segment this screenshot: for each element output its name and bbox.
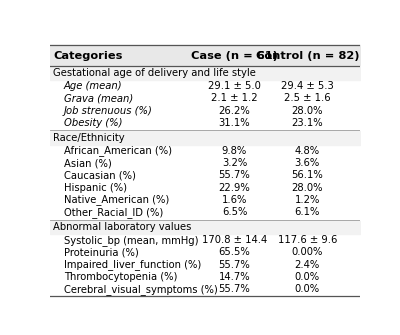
Text: 55.7%: 55.7% — [218, 260, 250, 270]
Text: 2.5 ± 1.6: 2.5 ± 1.6 — [284, 93, 331, 103]
Text: Case (n = 61): Case (n = 61) — [191, 51, 278, 61]
Text: Categories: Categories — [53, 51, 122, 61]
Text: 170.8 ± 14.4: 170.8 ± 14.4 — [202, 235, 267, 245]
Text: Native_American (%): Native_American (%) — [64, 195, 169, 205]
Text: Caucasian (%): Caucasian (%) — [64, 170, 136, 180]
Text: Control (n = 82): Control (n = 82) — [256, 51, 359, 61]
Text: Grava (mean): Grava (mean) — [64, 93, 133, 103]
Text: Impaired_liver_function (%): Impaired_liver_function (%) — [64, 259, 201, 270]
Text: 1.2%: 1.2% — [295, 195, 320, 205]
Text: Thrombocytopenia (%): Thrombocytopenia (%) — [64, 272, 177, 282]
Text: Race/Ethnicity: Race/Ethnicity — [53, 133, 125, 143]
Text: 14.7%: 14.7% — [219, 272, 250, 282]
Text: Job strenuous (%): Job strenuous (%) — [64, 106, 153, 116]
Text: 28.0%: 28.0% — [292, 106, 323, 116]
Text: 3.6%: 3.6% — [295, 158, 320, 168]
Text: Age (mean): Age (mean) — [64, 81, 122, 91]
Text: Gestational age of delivery and life style: Gestational age of delivery and life sty… — [53, 68, 256, 78]
Text: 29.4 ± 5.3: 29.4 ± 5.3 — [281, 81, 334, 91]
Text: 1.6%: 1.6% — [222, 195, 247, 205]
Text: 26.2%: 26.2% — [218, 106, 250, 116]
Text: 65.5%: 65.5% — [218, 248, 250, 257]
Text: 9.8%: 9.8% — [222, 146, 247, 156]
Text: 0.0%: 0.0% — [295, 284, 320, 294]
Text: Cerebral_visual_symptoms (%): Cerebral_visual_symptoms (%) — [64, 284, 218, 295]
Text: 29.1 ± 5.0: 29.1 ± 5.0 — [208, 81, 261, 91]
Text: 6.5%: 6.5% — [222, 207, 247, 217]
Text: Obesity (%): Obesity (%) — [64, 118, 122, 128]
Text: Abnormal laboratory values: Abnormal laboratory values — [53, 222, 192, 232]
Text: 4.8%: 4.8% — [295, 146, 320, 156]
Text: 22.9%: 22.9% — [218, 183, 250, 193]
Text: 2.4%: 2.4% — [295, 260, 320, 270]
Text: 0.0%: 0.0% — [295, 272, 320, 282]
Text: 55.7%: 55.7% — [218, 170, 250, 180]
Text: 56.1%: 56.1% — [292, 170, 323, 180]
Text: 117.6 ± 9.6: 117.6 ± 9.6 — [278, 235, 337, 245]
Text: Asian (%): Asian (%) — [64, 158, 112, 168]
Text: 31.1%: 31.1% — [219, 118, 250, 128]
Text: 55.7%: 55.7% — [218, 284, 250, 294]
Text: Other_Racial_ID (%): Other_Racial_ID (%) — [64, 207, 163, 218]
Text: Proteinuria (%): Proteinuria (%) — [64, 248, 139, 257]
Text: African_American (%): African_American (%) — [64, 145, 172, 156]
Text: Hispanic (%): Hispanic (%) — [64, 183, 127, 193]
Text: 6.1%: 6.1% — [295, 207, 320, 217]
Text: 2.1 ± 1.2: 2.1 ± 1.2 — [211, 93, 258, 103]
Text: 3.2%: 3.2% — [222, 158, 247, 168]
Text: Systolic_bp (mean, mmHg): Systolic_bp (mean, mmHg) — [64, 234, 198, 246]
Text: 0.00%: 0.00% — [292, 248, 323, 257]
Text: 23.1%: 23.1% — [292, 118, 323, 128]
Text: 28.0%: 28.0% — [292, 183, 323, 193]
